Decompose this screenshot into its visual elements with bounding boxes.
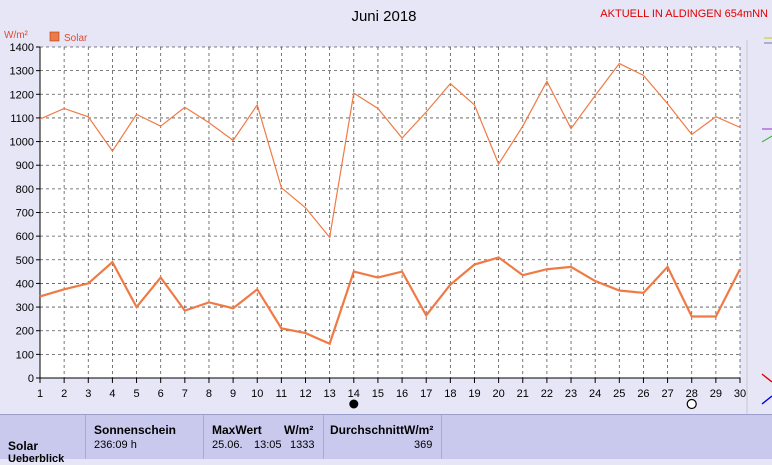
axes xyxy=(36,46,741,383)
maxwert-date: 25.06. xyxy=(212,439,243,451)
chart-title: Juni 2018 xyxy=(351,8,416,25)
x-tick-labels: 1 2 3 4 5 6 7 8 9 10 11 12 13 14 15 16 17 18 19 20 21 22 23 24 2… xyxy=(37,388,746,400)
y-tick-label-500: 500 xyxy=(16,255,34,267)
maxwert-unit: W/m² xyxy=(284,423,314,437)
x-tick-label-13: 13 xyxy=(324,388,336,400)
x-tick-label-9: 9 xyxy=(230,388,236,400)
solar-chart: Juni 2018 AKTUELL IN ALDINGEN 654mNN W/m… xyxy=(4,8,772,414)
x-tick-label-14: 14 xyxy=(348,388,360,400)
maxwert-label: MaxWert xyxy=(212,423,262,437)
x-tick-label-7: 7 xyxy=(182,388,188,400)
day-markers xyxy=(349,398,697,410)
grid-lines xyxy=(40,46,741,378)
x-tick-label-19: 19 xyxy=(468,388,480,400)
y-tick-labels: 0 100 200 300 400 500 600 700 800 900 1000 1100 1200… xyxy=(10,42,34,385)
x-tick-label-29: 29 xyxy=(710,388,722,400)
x-tick-label-27: 27 xyxy=(661,388,673,400)
x-tick-label-17: 17 xyxy=(420,388,432,400)
marker-day-14 xyxy=(349,399,359,409)
x-tick-label-3: 3 xyxy=(85,388,91,400)
series-line-mean xyxy=(39,256,741,346)
x-tick-label-10: 10 xyxy=(251,388,263,400)
x-tick-label-12: 12 xyxy=(299,388,311,400)
maxwert-value: 1333 xyxy=(290,439,315,451)
y-tick-label-1000: 1000 xyxy=(10,137,34,149)
y-tick-label-800: 800 xyxy=(16,184,34,196)
x-tick-label-16: 16 xyxy=(396,388,408,400)
y-tick-label-1400: 1400 xyxy=(10,42,34,54)
marker-day-28 xyxy=(686,398,697,410)
y-axis-unit: W/m² xyxy=(4,30,29,41)
x-tick-label-5: 5 xyxy=(133,388,139,400)
x-tick-label-18: 18 xyxy=(444,388,456,400)
x-tick-label-8: 8 xyxy=(206,388,212,400)
x-tick-label-20: 20 xyxy=(492,388,504,400)
summary-row-label: Solar xyxy=(8,439,39,453)
y-tick-label-600: 600 xyxy=(16,231,34,243)
y-tick-label-300: 300 xyxy=(16,302,34,314)
maxwert-time: 13:05 xyxy=(254,439,282,451)
x-tick-label-6: 6 xyxy=(158,388,164,400)
sonnenschein-value: 236:09 h xyxy=(94,439,137,451)
x-tick-label-15: 15 xyxy=(372,388,384,400)
durchschnitt-label: DurchschnittW/m² xyxy=(330,423,434,437)
y-tick-label-700: 700 xyxy=(16,208,34,220)
series-line-solar xyxy=(39,62,741,239)
station-label: AKTUELL IN ALDINGEN 654mNN xyxy=(600,8,768,20)
legend-entry-solar: Solar xyxy=(64,33,88,44)
sonnenschein-label: Sonnenschein xyxy=(94,423,177,437)
x-tick-label-11: 11 xyxy=(276,388,287,400)
durchschnitt-value: 369 xyxy=(414,439,433,451)
summary-row-label-cell: Solar Ueberblick xyxy=(0,415,86,465)
y-tick-label-1100: 1100 xyxy=(10,113,34,125)
x-tick-label-23: 23 xyxy=(565,388,577,400)
y-tick-label-1300: 1300 xyxy=(10,66,34,78)
summary-row-label-2: Ueberblick xyxy=(8,453,65,465)
summary-panel: Solar Ueberblick Sonnenschein 236:09 h M… xyxy=(0,414,772,465)
y-tick-label-200: 200 xyxy=(16,326,34,338)
x-tick-label-2: 2 xyxy=(61,388,67,400)
sonnenschein-cell: Sonnenschein 236:09 h xyxy=(86,415,204,459)
x-tick-label-21: 21 xyxy=(517,388,529,400)
x-tick-label-28: 28 xyxy=(686,388,698,400)
x-tick-label-26: 26 xyxy=(637,388,649,400)
x-tick-label-30: 30 xyxy=(734,388,746,400)
y-tick-label-1200: 1200 xyxy=(10,89,34,101)
right-edge-decoration xyxy=(746,37,772,414)
y-tick-label-900: 900 xyxy=(16,160,34,172)
series-lines xyxy=(39,62,741,346)
y-tick-label-400: 400 xyxy=(16,278,34,290)
y-tick-label-100: 100 xyxy=(16,349,34,361)
x-tick-label-22: 22 xyxy=(541,388,553,400)
x-tick-label-1: 1 xyxy=(37,388,43,400)
maxwert-cell: MaxWert W/m² 25.06. 13:05 1333 xyxy=(204,415,324,459)
durchschnitt-cell: DurchschnittW/m² 369 xyxy=(324,415,442,459)
x-tick-label-24: 24 xyxy=(589,388,601,400)
y-tick-label-0: 0 xyxy=(28,373,34,385)
legend-swatch xyxy=(49,31,60,42)
x-tick-label-4: 4 xyxy=(109,388,115,400)
x-tick-label-25: 25 xyxy=(613,388,625,400)
